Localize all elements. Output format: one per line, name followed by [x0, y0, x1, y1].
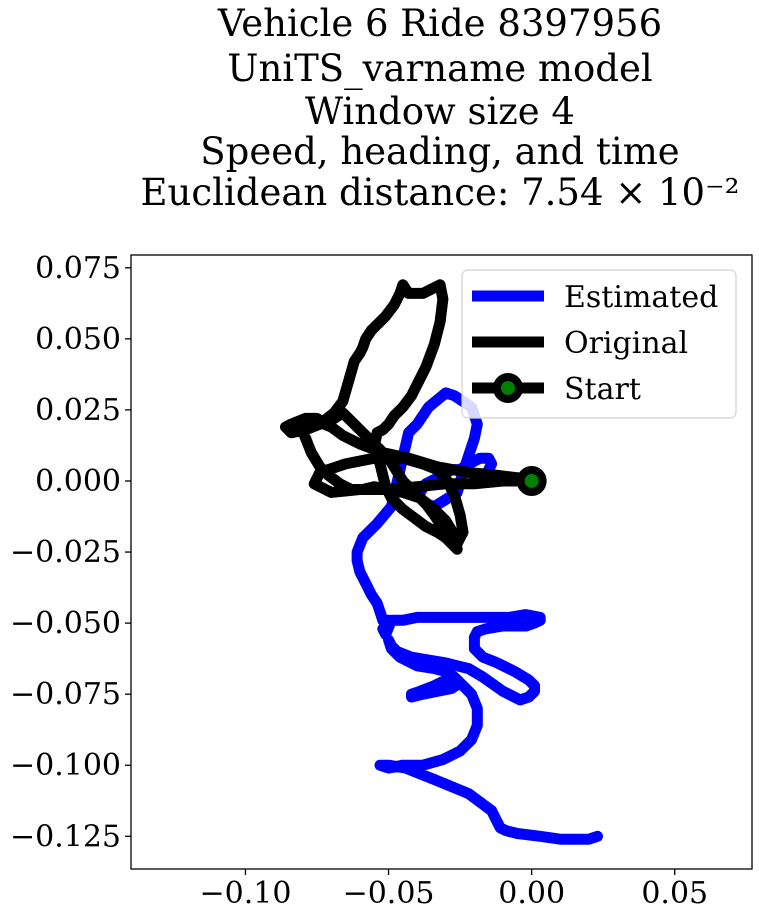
legend-box — [461, 269, 737, 419]
x-tick-label: 0.00 — [498, 876, 565, 911]
x-tick-label: −0.10 — [200, 876, 292, 911]
title-line-1: Vehicle 6 Ride 8397956 — [217, 2, 662, 45]
plot-frame — [130, 254, 753, 870]
title-line-3: Window size 4 — [305, 90, 575, 133]
chart-title: Vehicle 6 Ride 8397956 UniTS_varname mod… — [141, 2, 740, 214]
y-axis: 0.075 0.050 0.025 0.000 −0.025 −0.050 −0.075 −0… — [10, 251, 131, 854]
series-layer — [280, 279, 603, 845]
x-tick-label: −0.05 — [343, 876, 435, 911]
legend-label-start: Start — [564, 372, 641, 407]
title-line-4: Speed, heading, and time — [200, 130, 679, 173]
y-tick-label: −0.025 — [10, 535, 121, 570]
title-line-5: Euclidean distance: 7.54 × 10⁻² — [141, 171, 740, 214]
y-tick-label: −0.125 — [10, 819, 121, 854]
legend-label-estimated: Estimated — [564, 280, 718, 315]
y-tick-label: −0.050 — [10, 606, 121, 641]
y-tick-label: 0.025 — [35, 393, 121, 428]
y-tick-label: −0.100 — [10, 748, 121, 783]
y-tick-label: −0.075 — [10, 677, 121, 712]
legend-label-original: Original — [564, 326, 688, 361]
x-axis: −0.10 −0.05 0.00 0.05 — [200, 869, 708, 911]
start-marker — [516, 465, 547, 496]
y-tick-label: 0.050 — [35, 322, 121, 357]
series-line-estimated — [351, 387, 603, 845]
marker-layer — [516, 465, 547, 496]
x-tick-label: 0.05 — [641, 876, 708, 911]
y-tick-label: 0.000 — [35, 464, 121, 499]
title-line-2: UniTS_varname model — [227, 47, 652, 91]
series-line-original — [280, 279, 538, 555]
legend: Estimated Original Start — [461, 269, 737, 419]
y-tick-label: 0.075 — [35, 251, 121, 286]
legend-swatch-start-marker — [493, 373, 523, 403]
